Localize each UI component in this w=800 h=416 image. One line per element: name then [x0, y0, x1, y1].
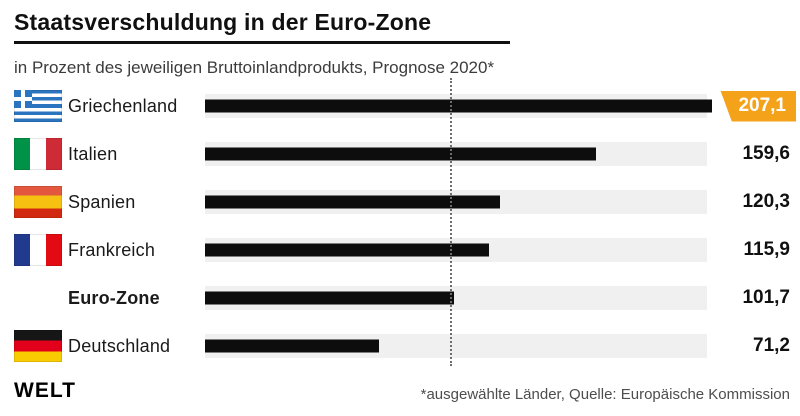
bar	[205, 147, 596, 161]
bar	[205, 339, 380, 353]
highlight-value-badge: 207,1	[720, 90, 796, 122]
greece-flag-icon	[14, 90, 62, 122]
italy-flag-icon	[14, 138, 62, 170]
value-label: 120,3	[742, 191, 790, 212]
welt-logo: WELT	[14, 379, 76, 402]
chart-row: Spanien 120,3	[0, 178, 800, 226]
spain-flag-icon	[14, 186, 62, 218]
bar	[205, 195, 500, 209]
bar-track	[205, 94, 713, 118]
value-label: 71,2	[753, 335, 790, 356]
germany-flag-icon	[14, 330, 62, 362]
chart-subtitle: in Prozent des jeweiligen Bruttoinlandpr…	[14, 58, 495, 77]
country-label: Euro-Zone	[68, 287, 160, 308]
country-label: Spanien	[68, 191, 136, 212]
bar-track	[205, 286, 707, 310]
country-label: Griechenland	[68, 95, 178, 116]
country-label: Italien	[68, 143, 118, 164]
page-title: Staatsverschuldung in der Euro-Zone	[14, 9, 432, 35]
bar	[205, 99, 713, 113]
bar-chart: Griechenland 207,1 Italien 159,6 Spanien…	[0, 78, 800, 370]
bar-track	[205, 190, 707, 214]
value-label: 159,6	[742, 143, 790, 164]
france-flag-icon	[14, 234, 62, 266]
bar	[205, 243, 489, 257]
bar	[205, 291, 455, 305]
source-note: *ausgewählte Länder, Quelle: Europäische…	[420, 386, 790, 403]
flag-placeholder	[14, 282, 62, 314]
bar-track	[205, 238, 707, 262]
bar-track	[205, 334, 707, 358]
chart-row: Deutschland 71,2	[0, 322, 800, 370]
title-underline	[14, 41, 510, 44]
value-label: 101,7	[742, 287, 790, 308]
chart-row: Italien 159,6	[0, 130, 800, 178]
bar-track	[205, 142, 707, 166]
country-label: Frankreich	[68, 239, 156, 260]
chart-row: Frankreich 115,9	[0, 226, 800, 274]
infographic: Staatsverschuldung in der Euro-Zone in P…	[0, 7, 800, 416]
country-label: Deutschland	[68, 335, 171, 356]
chart-rows: Griechenland 207,1 Italien 159,6 Spanien…	[0, 82, 800, 370]
chart-row: Euro-Zone 101,7	[0, 274, 800, 322]
value-label: 207,1	[707, 90, 796, 122]
reference-line-100	[449, 78, 452, 366]
footer: WELT *ausgewählte Länder, Quelle: Europä…	[14, 379, 790, 403]
chart-row: Griechenland 207,1	[0, 82, 800, 130]
value-label: 115,9	[743, 239, 791, 260]
